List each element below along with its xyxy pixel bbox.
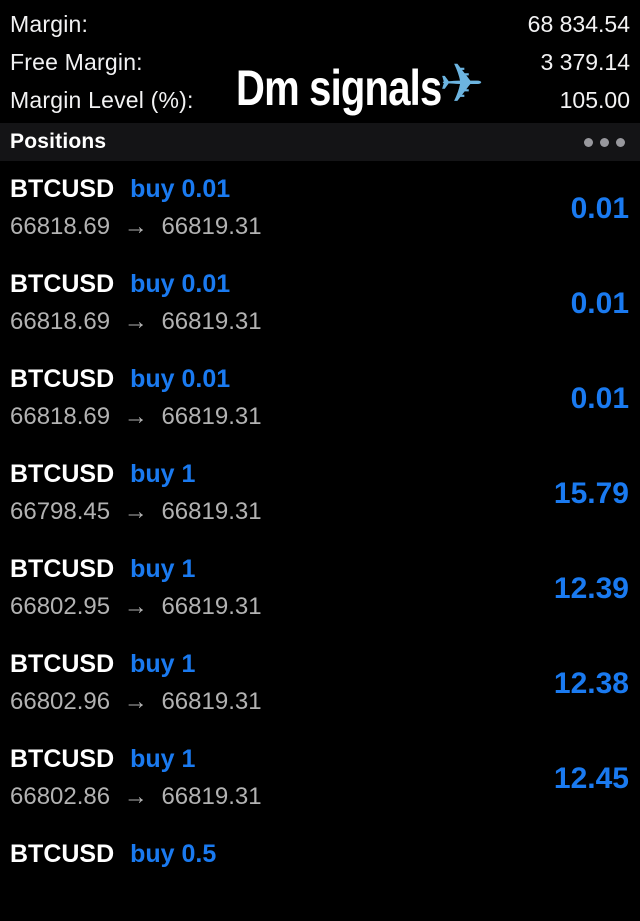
positions-title: Positions — [10, 130, 107, 153]
position-row[interactable]: BTCUSD buy 0.01 66818.69 → 66819.31 0.01 — [0, 351, 640, 446]
current-price: 66819.31 — [161, 213, 262, 240]
account-summary: Margin: 68 834.54 Free Margin: 3 379.14 … — [0, 0, 640, 119]
position-row[interactable]: BTCUSD buy 1 66802.86 → 66819.31 12.45 — [0, 731, 640, 826]
right-arrow-icon: → — [123, 308, 148, 335]
position-symbol: BTCUSD — [10, 840, 115, 868]
open-price: 66818.69 — [10, 403, 111, 430]
free-margin-row: Free Margin: 3 379.14 — [10, 43, 630, 81]
open-price: 66818.69 — [10, 213, 111, 240]
current-price: 66819.31 — [161, 498, 262, 525]
open-price: 66802.86 — [10, 783, 111, 810]
positions-list: BTCUSD buy 0.01 66818.69 → 66819.31 0.01… — [0, 161, 640, 921]
position-side-volume: buy 1 — [130, 460, 196, 488]
position-info: BTCUSD buy 0.01 66818.69 → 66819.31 — [10, 256, 262, 351]
position-profit: 12.45 — [553, 761, 629, 795]
margin-level-row: Margin Level (%): 105.00 — [10, 81, 630, 119]
margin-value: 68 834.54 — [527, 11, 630, 37]
position-symbol: BTCUSD — [10, 460, 115, 488]
free-margin-value: 3 379.14 — [540, 49, 630, 75]
position-info: BTCUSD buy 0.01 66818.69 → 66819.31 — [10, 161, 262, 256]
position-symbol: BTCUSD — [10, 365, 115, 393]
position-side-volume: buy 1 — [130, 745, 196, 773]
open-price: 66802.95 — [10, 593, 111, 620]
open-price: 66802.96 — [10, 688, 111, 715]
position-symbol: BTCUSD — [10, 555, 115, 583]
position-side-volume: buy 0.01 — [130, 270, 231, 298]
position-profit: 0.01 — [570, 286, 629, 320]
position-info: BTCUSD buy 1 66802.96 → 66819.31 — [10, 636, 262, 731]
current-price: 66819.31 — [161, 403, 262, 430]
positions-header-bar: Positions — [0, 123, 640, 161]
free-margin-label: Free Margin: — [10, 49, 143, 75]
right-arrow-icon: → — [123, 213, 148, 240]
position-info: BTCUSD buy 1 66798.45 → 66819.31 — [10, 446, 262, 541]
position-side-volume: buy 1 — [130, 555, 196, 583]
position-symbol: BTCUSD — [10, 745, 115, 773]
right-arrow-icon: → — [123, 403, 148, 430]
current-price: 66819.31 — [161, 688, 262, 715]
margin-level-label: Margin Level (%): — [10, 87, 194, 113]
margin-row: Margin: 68 834.54 — [10, 5, 630, 43]
margin-label: Margin: — [10, 11, 89, 37]
margin-level-value: 105.00 — [559, 87, 630, 113]
position-row[interactable]: BTCUSD buy 1 66802.95 → 66819.31 12.39 — [0, 541, 640, 636]
position-info: BTCUSD buy 0.01 66818.69 → 66819.31 — [10, 351, 262, 446]
right-arrow-icon: → — [123, 593, 148, 620]
position-symbol: BTCUSD — [10, 270, 115, 298]
position-side-volume: buy 1 — [130, 650, 196, 678]
position-side-volume: buy 0.5 — [130, 840, 217, 868]
position-row[interactable]: BTCUSD buy 1 66802.96 → 66819.31 12.38 — [0, 636, 640, 731]
position-row[interactable]: BTCUSD buy 0.01 66818.69 → 66819.31 0.01 — [0, 161, 640, 256]
position-row[interactable]: BTCUSD buy 0.01 66818.69 → 66819.31 0.01 — [0, 256, 640, 351]
open-price: 66818.69 — [10, 308, 111, 335]
position-profit: 12.38 — [553, 666, 629, 700]
position-symbol: BTCUSD — [10, 175, 115, 203]
position-row[interactable]: BTCUSD buy 0.5 — [0, 826, 640, 921]
current-price: 66819.31 — [161, 783, 262, 810]
position-profit: 12.39 — [553, 571, 629, 605]
right-arrow-icon: → — [123, 498, 148, 525]
position-info: BTCUSD buy 1 66802.95 → 66819.31 — [10, 541, 262, 636]
current-price: 66819.31 — [161, 593, 262, 620]
ellipsis-icon[interactable] — [584, 132, 625, 153]
position-info: BTCUSD buy 1 66802.86 → 66819.31 — [10, 731, 262, 826]
position-side-volume: buy 0.01 — [130, 175, 231, 203]
current-price: 66819.31 — [161, 308, 262, 335]
open-price: 66798.45 — [10, 498, 111, 525]
position-profit: 15.79 — [553, 476, 629, 510]
right-arrow-icon: → — [123, 783, 148, 810]
position-profit: 0.01 — [570, 191, 629, 225]
position-symbol: BTCUSD — [10, 650, 115, 678]
position-side-volume: buy 0.01 — [130, 365, 231, 393]
position-row[interactable]: BTCUSD buy 1 66798.45 → 66819.31 15.79 — [0, 446, 640, 541]
position-profit: 0.01 — [570, 381, 629, 415]
position-info: BTCUSD buy 0.5 — [10, 826, 216, 921]
right-arrow-icon: → — [123, 688, 148, 715]
